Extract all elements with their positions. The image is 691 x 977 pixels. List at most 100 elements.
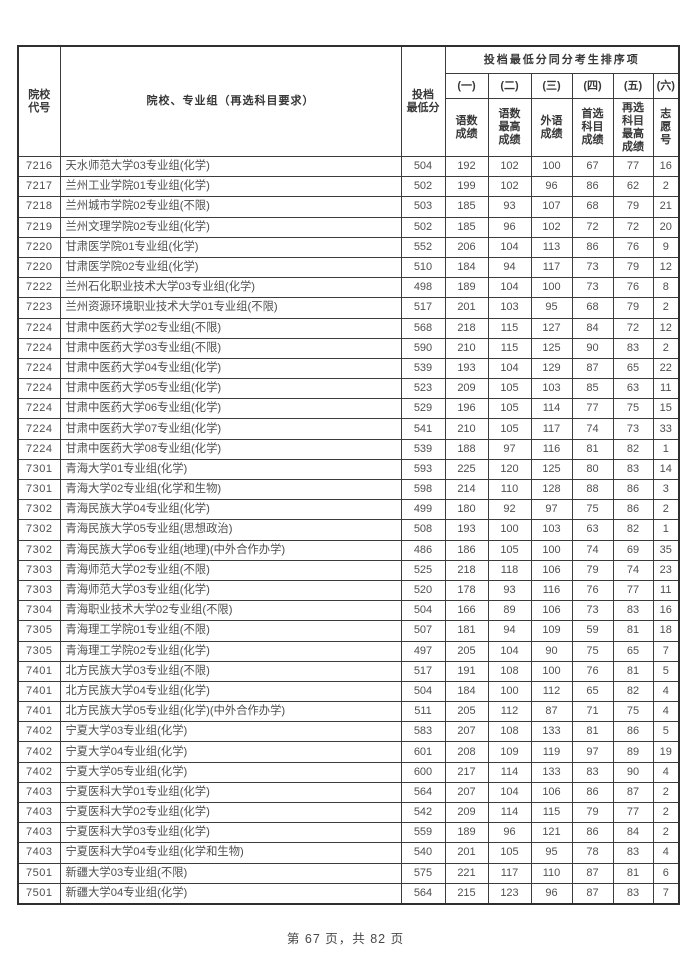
min-score-cell: 503 [400, 196, 446, 218]
sort1-score-cell: 188 [444, 438, 489, 460]
sort6-volunteer-cell: 4 [652, 701, 680, 723]
college-group-cell: 青海民族大学05专业组(思想政治) [59, 519, 402, 541]
sort5-score-cell: 83 [612, 882, 654, 905]
sort2-score-cell: 104 [487, 236, 532, 258]
sort1-score-cell: 199 [444, 176, 489, 198]
sort2-score-cell: 120 [487, 458, 532, 481]
sort2-score-cell: 105 [487, 842, 532, 864]
sort4-score-cell: 63 [571, 519, 614, 541]
table-row: 7403 宁夏医科大学01专业组(化学) 564 207 104 106 86 87 2 [17, 781, 680, 804]
sort1-score-cell: 209 [444, 801, 489, 824]
sort6-volunteer-cell: 3 [652, 478, 680, 501]
sort2-score-cell: 115 [487, 317, 532, 339]
sort4-score-cell: 86 [571, 822, 614, 844]
sort1-score-cell: 186 [444, 539, 489, 561]
college-code-cell: 7301 [17, 478, 61, 501]
sort-label-foreign-lang: 外语 成绩 [530, 98, 573, 157]
sort5-score-cell: 73 [612, 418, 654, 440]
sort4-score-cell: 77 [571, 398, 614, 420]
admission-score-table: 院校 代号 院校、专业组（再选科目要求） 投档 最低分 投档最低分同分考生排序项… [17, 45, 680, 905]
sort2-score-cell: 100 [487, 519, 532, 541]
sort1-score-cell: 189 [444, 822, 489, 844]
min-score-cell: 507 [400, 620, 446, 642]
sort2-score-cell: 104 [487, 357, 532, 380]
sort5-score-cell: 62 [612, 176, 654, 198]
sort1-score-cell: 214 [444, 478, 489, 501]
sort5-score-cell: 63 [612, 378, 654, 400]
sort4-score-cell: 87 [571, 357, 614, 380]
sort2-score-cell: 104 [487, 781, 532, 804]
sort5-score-cell: 90 [612, 761, 654, 783]
sort5-score-cell: 75 [612, 398, 654, 420]
sort4-score-cell: 74 [571, 418, 614, 440]
sort3-score-cell: 103 [530, 519, 573, 541]
sort4-score-cell: 73 [571, 256, 614, 279]
sort6-volunteer-cell: 23 [652, 559, 680, 581]
sort6-volunteer-cell: 4 [652, 842, 680, 864]
sort6-volunteer-cell: 4 [652, 761, 680, 783]
sort3-score-cell: 96 [530, 882, 573, 905]
sort3-score-cell: 115 [530, 801, 573, 824]
college-group-cell: 新疆大学04专业组(化学) [59, 882, 402, 905]
college-code-cell: 7224 [17, 438, 61, 460]
sort-label-chinese-math-max: 语数 最高 成绩 [487, 98, 532, 157]
sort2-score-cell: 102 [487, 155, 532, 178]
min-score-cell: 529 [400, 398, 446, 420]
sort-ordinal-4: (四) [571, 73, 614, 99]
sort2-score-cell: 103 [487, 297, 532, 319]
table-row: 7403 宁夏医科大学04专业组(化学和生物) 540 201 105 95 78 83 4 [17, 842, 680, 864]
sort4-score-cell: 85 [571, 378, 614, 400]
sort5-score-cell: 79 [612, 256, 654, 279]
sort3-score-cell: 97 [530, 499, 573, 521]
table-row: 7501 新疆大学03专业组(不限) 575 221 117 110 87 81 6 [17, 862, 680, 884]
sort4-score-cell: 74 [571, 539, 614, 561]
college-group-cell: 北方民族大学03专业组(不限) [59, 660, 402, 682]
college-group-cell: 甘肃医学院02专业组(化学) [59, 256, 402, 279]
min-score-cell: 517 [400, 297, 446, 319]
sort5-score-cell: 79 [612, 297, 654, 319]
sort4-score-cell: 87 [571, 882, 614, 905]
sort3-score-cell: 113 [530, 236, 573, 258]
table-row: 7305 青海理工学院01专业组(不限) 507 181 94 109 59 81 18 [17, 620, 680, 642]
sort1-score-cell: 225 [444, 458, 489, 481]
sort1-score-cell: 181 [444, 620, 489, 642]
college-group-cell: 宁夏医科大学04专业组(化学和生物) [59, 842, 402, 864]
sort-ordinal-5: (五) [612, 73, 654, 99]
college-group-cell: 兰州工业学院01专业组(化学) [59, 176, 402, 198]
min-score-cell: 510 [400, 256, 446, 279]
sort-title-header: 投档最低分同分考生排序项 [444, 45, 680, 74]
college-code-cell: 7302 [17, 499, 61, 521]
table-row: 7224 甘肃中医药大学06专业组(化学) 529 196 105 114 77 75 15 [17, 398, 680, 420]
min-score-cell: 564 [400, 882, 446, 905]
college-group-cell: 甘肃中医药大学02专业组(不限) [59, 317, 402, 339]
sort4-score-cell: 88 [571, 478, 614, 501]
sort2-score-cell: 114 [487, 801, 532, 824]
sort4-score-cell: 83 [571, 761, 614, 783]
sort3-score-cell: 117 [530, 256, 573, 279]
table-row: 7401 北方民族大学05专业组(化学)(中外合作办学) 511 205 112 87 71… [17, 701, 680, 723]
sort1-score-cell: 184 [444, 256, 489, 279]
sort1-score-cell: 207 [444, 781, 489, 804]
sort2-score-cell: 96 [487, 216, 532, 238]
table-row: 7220 甘肃医学院02专业组(化学) 510 184 94 117 73 79 12 [17, 256, 680, 279]
college-group-cell: 青海师范大学03专业组(化学) [59, 579, 402, 602]
sort4-score-cell: 75 [571, 499, 614, 521]
sort4-score-cell: 81 [571, 721, 614, 743]
sort3-score-cell: 125 [530, 337, 573, 359]
sort-ordinal-row: (一) (二) (三) (四) (五) (六) [18, 73, 680, 99]
min-score-cell: 520 [400, 579, 446, 602]
min-score-cell: 499 [400, 499, 446, 521]
sort2-score-cell: 100 [487, 680, 532, 703]
college-code-cell: 7223 [17, 297, 61, 319]
sort6-volunteer-cell: 18 [652, 620, 680, 642]
college-group-cell: 宁夏大学05专业组(化学) [59, 761, 402, 783]
sort4-score-cell: 81 [571, 438, 614, 460]
sort1-score-cell: 221 [444, 862, 489, 884]
sort3-score-cell: 121 [530, 822, 573, 844]
sort6-volunteer-cell: 7 [652, 640, 680, 662]
sort5-score-cell: 89 [612, 741, 654, 763]
sort2-score-cell: 117 [487, 862, 532, 884]
sort1-score-cell: 180 [444, 499, 489, 521]
college-code-cell: 7224 [17, 337, 61, 359]
college-group-cell: 宁夏医科大学01专业组(化学) [59, 781, 402, 804]
